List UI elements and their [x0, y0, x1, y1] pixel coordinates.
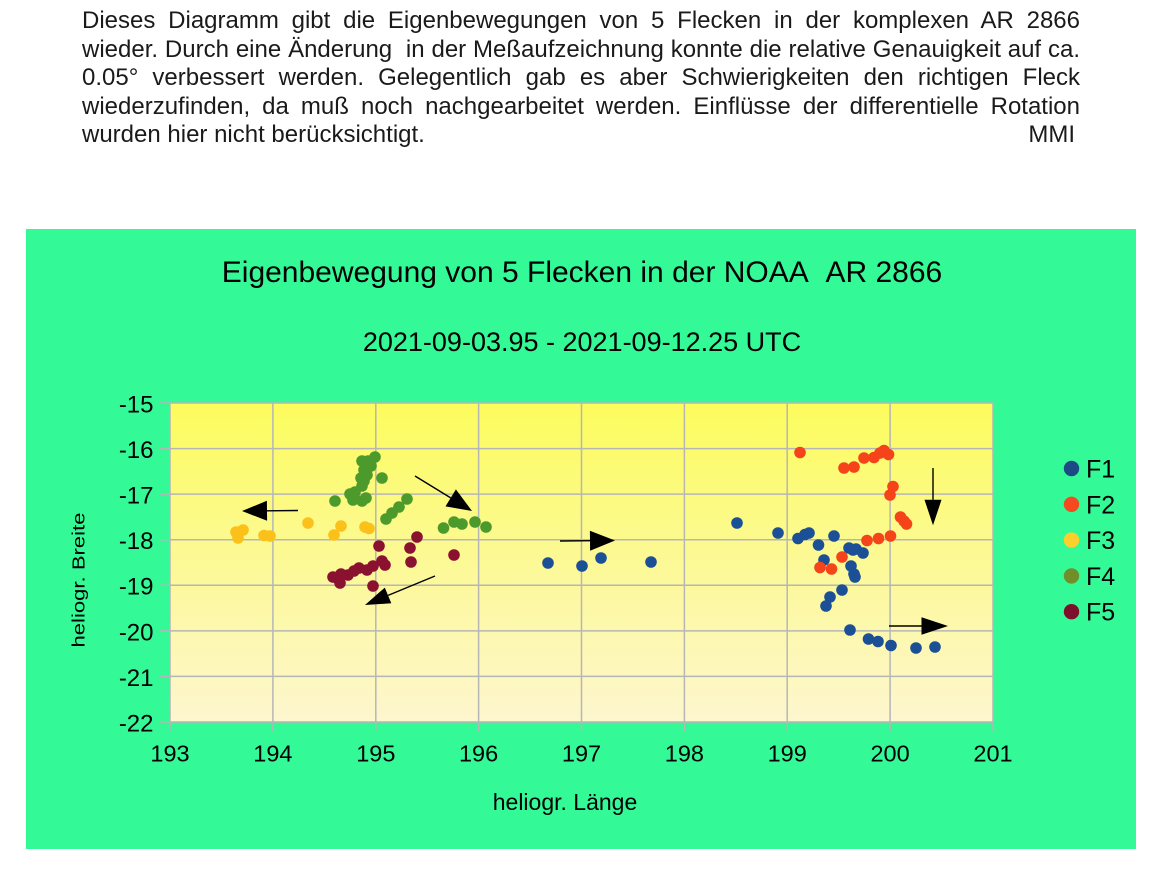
svg-text:193: 193 [150, 741, 189, 767]
svg-text:197: 197 [562, 741, 601, 767]
svg-text:-20: -20 [119, 619, 154, 646]
svg-text:200: 200 [870, 741, 909, 767]
svg-text:F1: F1 [1086, 456, 1115, 484]
svg-text:Eigenbewegung von 5 Flecken in: Eigenbewegung von 5 Flecken in der NOAA … [222, 256, 942, 289]
svg-text:-21: -21 [119, 665, 154, 692]
svg-text:199: 199 [768, 741, 807, 767]
svg-text:F4: F4 [1086, 563, 1115, 591]
svg-text:heliogr. Länge: heliogr. Länge [493, 789, 638, 815]
svg-text:F2: F2 [1086, 491, 1115, 519]
svg-text:-16: -16 [119, 437, 154, 464]
svg-text:F3: F3 [1086, 527, 1115, 555]
svg-text:-19: -19 [119, 574, 154, 601]
svg-text:195: 195 [356, 741, 395, 767]
svg-text:heliogr. Breite: heliogr. Breite [69, 513, 89, 648]
svg-text:2021-09-03.95 - 2021-09-12.25: 2021-09-03.95 - 2021-09-12.25 UTC [363, 327, 801, 357]
svg-text:198: 198 [665, 741, 704, 767]
svg-text:194: 194 [253, 741, 292, 767]
svg-text:-18: -18 [119, 528, 154, 555]
svg-text:-22: -22 [119, 710, 154, 737]
svg-text:-17: -17 [119, 483, 154, 510]
svg-text:F5: F5 [1086, 599, 1115, 627]
svg-text:-15: -15 [119, 391, 154, 418]
svg-text:201: 201 [973, 741, 1012, 767]
svg-text:196: 196 [459, 741, 498, 767]
